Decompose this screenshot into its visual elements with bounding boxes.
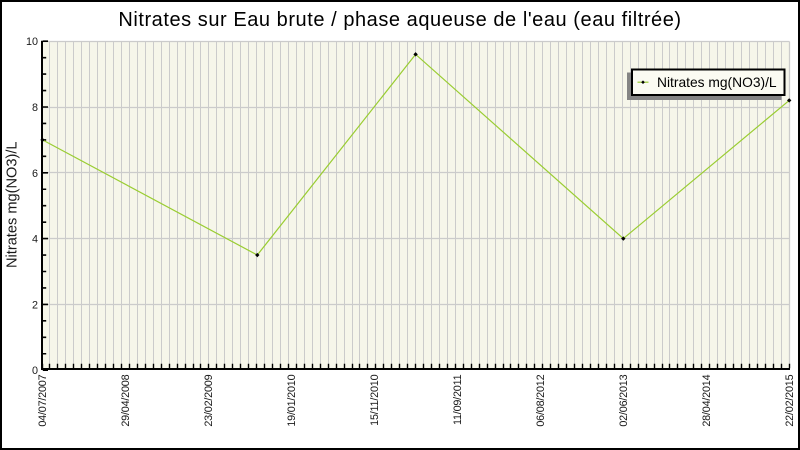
svg-text:Nitrates mg(NO3)/L: Nitrates mg(NO3)/L: [657, 75, 777, 90]
svg-text:8: 8: [32, 102, 38, 114]
svg-text:19/01/2010: 19/01/2010: [286, 374, 298, 426]
svg-text:15/11/2010: 15/11/2010: [369, 374, 381, 425]
svg-text:23/02/2009: 23/02/2009: [203, 374, 215, 426]
svg-text:28/04/2014: 28/04/2014: [701, 374, 713, 426]
svg-text:29/04/2008: 29/04/2008: [120, 374, 132, 426]
svg-text:06/08/2012: 06/08/2012: [535, 374, 547, 426]
svg-text:4: 4: [32, 234, 38, 246]
svg-text:Nitrates sur Eau brute / phase: Nitrates sur Eau brute / phase aqueuse d…: [118, 9, 681, 31]
svg-text:22/02/2015: 22/02/2015: [784, 374, 796, 426]
svg-text:11/09/2011: 11/09/2011: [452, 374, 464, 425]
svg-text:2: 2: [32, 299, 38, 311]
svg-text:Nitrates mg(NO3)/L: Nitrates mg(NO3)/L: [5, 141, 21, 268]
svg-text:02/06/2013: 02/06/2013: [618, 374, 630, 426]
svg-text:0: 0: [32, 365, 38, 377]
svg-text:10: 10: [26, 36, 38, 48]
svg-text:04/07/2007: 04/07/2007: [37, 374, 49, 426]
svg-text:6: 6: [32, 168, 38, 180]
